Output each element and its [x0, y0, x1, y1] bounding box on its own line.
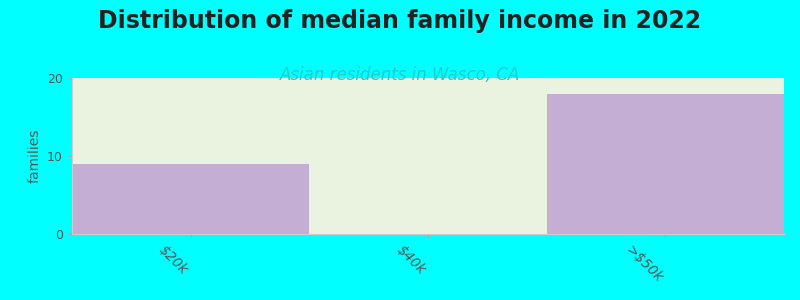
Y-axis label: families: families — [27, 129, 42, 183]
Bar — [72, 78, 310, 234]
Bar — [310, 78, 546, 234]
Bar — [546, 94, 784, 234]
Bar — [72, 164, 310, 234]
Text: Asian residents in Wasco, CA: Asian residents in Wasco, CA — [280, 66, 520, 84]
Text: Distribution of median family income in 2022: Distribution of median family income in … — [98, 9, 702, 33]
Bar — [546, 78, 784, 234]
